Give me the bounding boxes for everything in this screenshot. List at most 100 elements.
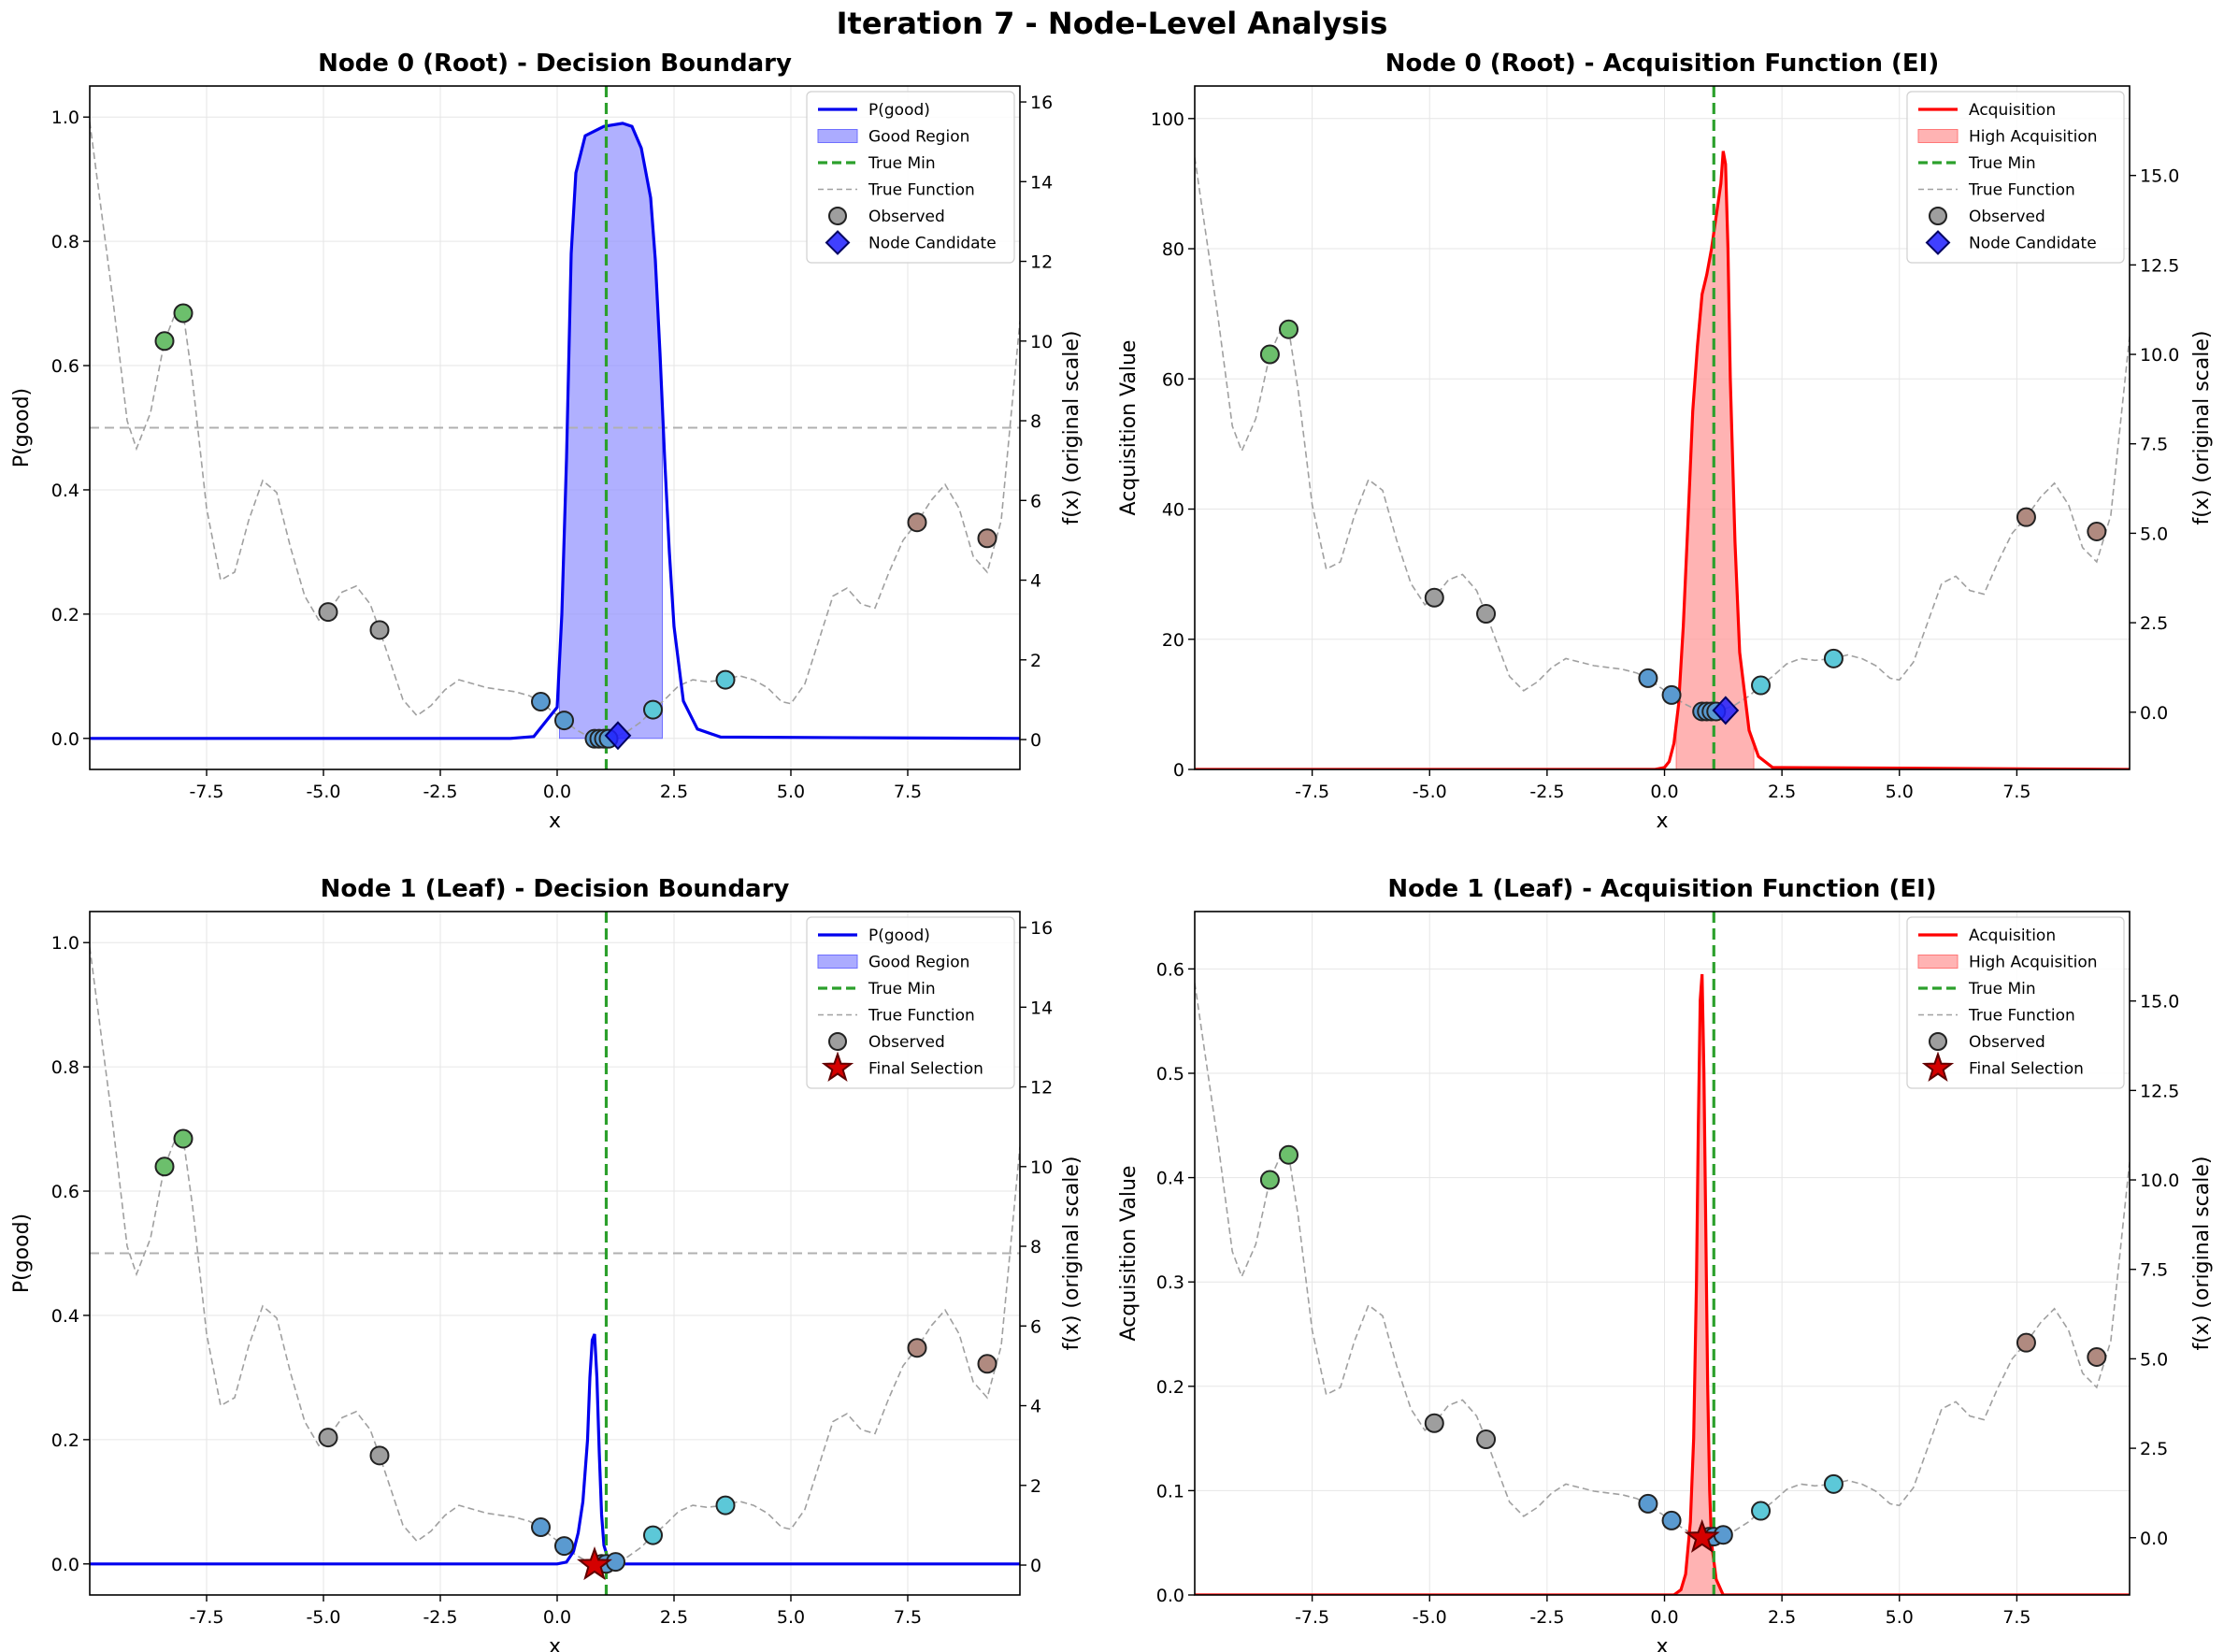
- observed-point: [715, 1495, 736, 1516]
- x-tick-label: -5.0: [306, 782, 340, 802]
- observed-point: [1823, 648, 1844, 668]
- observed-point: [1279, 1144, 1299, 1165]
- legend: Acquisition High Acquisition True Min True …: [1906, 916, 2125, 1089]
- observed-point: [907, 1338, 927, 1358]
- x-tick-label: 7.5: [2002, 782, 2030, 802]
- y-tick-label: 0.3: [1156, 1272, 1184, 1293]
- legend-frame: [806, 91, 1015, 264]
- x-axis-label: x: [549, 810, 561, 833]
- y2-tick-label: 12: [1030, 1078, 1053, 1099]
- legend-label: P(good): [868, 101, 930, 120]
- observed-point: [1751, 675, 1772, 696]
- x-tick-label: -2.5: [423, 782, 457, 802]
- legend-handle-observed: [828, 207, 847, 225]
- x-tick-label: -7.5: [189, 782, 223, 802]
- y2-tick-label: 4: [1030, 1397, 1041, 1417]
- chart-title: Node 0 (Root) - Acquisition Function (EI…: [1385, 50, 1939, 78]
- x-tick-label: 2.5: [1768, 782, 1796, 802]
- grid-lines: [1195, 912, 2130, 1596]
- y2-axis-label: f(x) (original scale): [1060, 330, 1083, 524]
- legend-handle-fill: [1917, 955, 1959, 969]
- true-function-line: [1195, 983, 2130, 1538]
- legend-label: True Function: [1968, 1007, 2075, 1026]
- observed-point: [1259, 344, 1280, 365]
- x-tick-label: 2.5: [1768, 1607, 1796, 1628]
- x-tick-label: 5.0: [777, 1607, 805, 1628]
- legend-label: Observed: [868, 208, 945, 226]
- observed-point: [1661, 1510, 1682, 1530]
- y-tick-label: 0.8: [51, 1057, 79, 1078]
- x-tick-label: -7.5: [1295, 1607, 1329, 1628]
- observed-point: [606, 1552, 625, 1573]
- x-tick-label: -7.5: [189, 1607, 223, 1628]
- observed-point: [369, 620, 390, 640]
- y-tick-label: 20: [1162, 630, 1184, 651]
- observed-point: [1476, 1429, 1497, 1450]
- x-axis-label: x: [1656, 810, 1668, 833]
- y2-tick-label: 16: [1030, 918, 1053, 939]
- y-tick-label: 0.0: [1156, 1586, 1184, 1606]
- y2-tick-label: 4: [1030, 571, 1041, 592]
- chart-title: Node 1 (Leaf) - Decision Boundary: [321, 875, 790, 903]
- y2-tick-label: 10: [1030, 332, 1053, 352]
- y-axis-label: Acquisition Value: [1117, 1166, 1141, 1342]
- legend-label: Observed: [1969, 208, 2045, 226]
- true-function-line: [1195, 157, 2130, 712]
- y-tick-label: 0.2: [1156, 1377, 1184, 1398]
- observed-point: [2087, 1346, 2107, 1367]
- y-tick-label: 0.5: [1156, 1064, 1184, 1085]
- y-tick-label: 100: [1151, 109, 1184, 130]
- x-tick-label: 0.0: [543, 1607, 571, 1628]
- figure-title: Iteration 7 - Node-Level Analysis: [836, 6, 1388, 41]
- legend-handle-final-selection: [821, 1051, 854, 1083]
- observed-point: [977, 528, 997, 549]
- y2-tick-label: 2: [1030, 651, 1041, 671]
- x-tick-label: -7.5: [1295, 782, 1329, 802]
- y2-tick-label: 0: [1030, 730, 1041, 751]
- y2-tick-label: 12.5: [2140, 1081, 2179, 1101]
- legend-label: Observed: [1969, 1033, 2045, 1052]
- y2-axis-label: f(x) (original scale): [1060, 1156, 1083, 1350]
- y2-tick-label: 15.0: [2140, 992, 2179, 1013]
- y2-tick-label: 2.5: [2140, 613, 2168, 634]
- axes-frame: [89, 85, 1021, 770]
- legend-label: Node Candidate: [868, 235, 997, 253]
- observed-point: [173, 303, 194, 323]
- chart-panel-node0-acquisition: Node 0 (Root) - Acquisition Function (EI…: [1117, 50, 2214, 833]
- acquisition-curve: [1195, 151, 2130, 769]
- y2-tick-label: 8: [1030, 411, 1041, 432]
- y2-tick-label: 7.5: [2140, 1260, 2168, 1281]
- y2-tick-label: 6: [1030, 491, 1041, 511]
- observed-point: [1638, 1493, 1658, 1514]
- y2-tick-label: 16: [1030, 93, 1053, 113]
- legend-label: Acquisition: [1969, 101, 2056, 120]
- observed-point: [1751, 1501, 1772, 1521]
- x-axis-label: x: [1656, 1635, 1668, 1652]
- observed-point: [2016, 507, 2036, 527]
- observed-point: [1713, 1525, 1733, 1545]
- legend-handle-observed: [1929, 207, 1947, 225]
- legend-label: Final Selection: [1969, 1060, 2084, 1079]
- plot-area: [1195, 912, 2130, 1595]
- legend-handle-final-selection: [1921, 1051, 1955, 1083]
- observed-point: [554, 711, 574, 731]
- y-tick-label: 0.6: [51, 1182, 79, 1202]
- y-tick-label: 0: [1173, 760, 1184, 781]
- y-tick-label: 80: [1162, 239, 1184, 260]
- x-axis-label: x: [549, 1635, 561, 1652]
- observed-point: [531, 1517, 551, 1538]
- observed-point: [318, 1428, 338, 1448]
- x-tick-label: 0.0: [1650, 782, 1678, 802]
- y-tick-label: 0.4: [51, 1306, 79, 1327]
- observed-point: [643, 1525, 663, 1545]
- grid-lines: [90, 912, 1020, 1595]
- y2-tick-label: 8: [1030, 1237, 1041, 1257]
- x-tick-label: -5.0: [1413, 1607, 1447, 1628]
- chart-title: Node 1 (Leaf) - Acquisition Function (EI…: [1387, 875, 1936, 903]
- y-axis-label: P(good): [10, 1214, 34, 1293]
- y-tick-label: 0.0: [51, 1555, 79, 1575]
- y2-tick-label: 5.0: [2140, 1349, 2168, 1370]
- observed-point: [977, 1354, 997, 1374]
- observed-point: [1424, 587, 1444, 608]
- chart-panel-node1-decision: Node 1 (Leaf) - Decision Boundary -7.5 -5.…: [10, 875, 1083, 1652]
